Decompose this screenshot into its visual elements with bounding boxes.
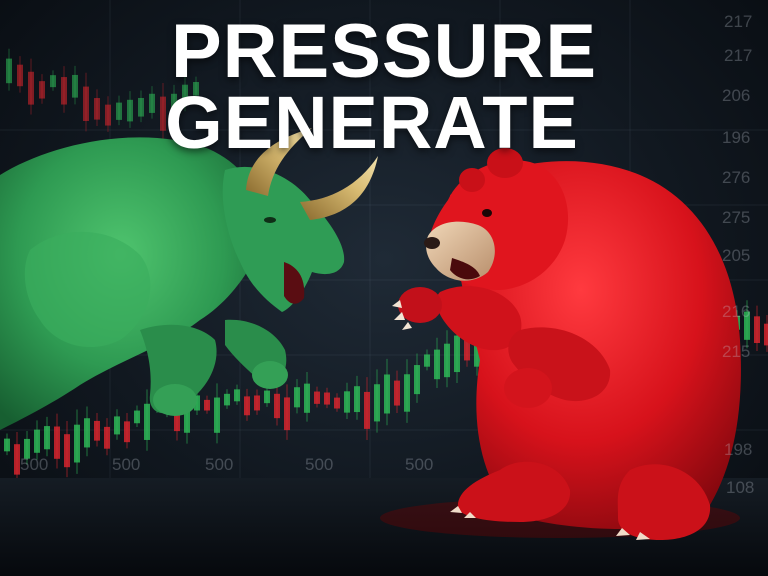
candle-body	[474, 336, 480, 367]
candle-body	[14, 444, 20, 475]
candle-body	[74, 424, 80, 463]
candle-body	[124, 421, 130, 443]
candle-body	[72, 74, 78, 98]
candle-body	[244, 396, 250, 416]
candle-body	[34, 429, 40, 453]
candle-body	[6, 58, 12, 84]
price-label: 108	[726, 478, 755, 497]
candle-body	[234, 389, 240, 402]
candle-body	[314, 391, 320, 404]
candle-body	[264, 390, 270, 404]
candle-body	[114, 416, 120, 435]
candle-body	[17, 64, 23, 87]
candle-body	[194, 395, 200, 411]
red-bear	[392, 148, 741, 540]
candle-body	[444, 343, 450, 378]
candle-body	[149, 93, 155, 113]
candle-body	[374, 384, 380, 422]
candle-body	[54, 426, 60, 459]
price-label: 217	[724, 12, 753, 31]
candle-body	[24, 438, 30, 459]
candle-body	[744, 311, 750, 340]
candle-body	[61, 77, 67, 105]
candle-body	[344, 391, 350, 413]
bottom-axis-label: 500	[205, 455, 234, 474]
candle-body	[414, 365, 420, 395]
candle-body	[354, 386, 360, 413]
candle-body	[454, 335, 460, 373]
candle-body	[116, 102, 122, 120]
candle-body	[204, 399, 210, 411]
price-label: 275	[722, 208, 751, 227]
candle-body	[334, 397, 340, 409]
candle-body	[127, 99, 133, 122]
candle-body	[434, 349, 440, 380]
candle-body	[64, 434, 70, 468]
candle-body	[83, 86, 89, 121]
candle-body	[394, 380, 400, 406]
candle-body	[193, 82, 199, 96]
candle-body	[50, 75, 56, 88]
bottom-axis-label: 500	[305, 455, 334, 474]
candle-body	[224, 393, 230, 406]
price-label: 216	[722, 302, 751, 321]
bottom-axis-label: 500	[405, 455, 434, 474]
candle-body	[184, 396, 190, 433]
candle-body	[160, 96, 166, 131]
price-label: 198	[724, 440, 753, 459]
candle-body	[324, 392, 330, 405]
candle-body	[28, 71, 34, 105]
bottom-axis-label: 500	[20, 455, 49, 474]
price-label: 196	[722, 128, 751, 147]
headline-line-2: GENERATE	[165, 81, 579, 164]
candle-body	[171, 93, 177, 117]
candle-body	[84, 418, 90, 448]
price-label: 206	[722, 86, 751, 105]
price-label: 276	[722, 168, 751, 187]
candle-body	[144, 403, 150, 440]
candle-body	[138, 97, 144, 117]
candle-body	[754, 316, 760, 344]
candle-body	[764, 323, 768, 346]
candle-body	[44, 426, 50, 450]
candle-body	[294, 387, 300, 408]
candle-body	[182, 84, 188, 106]
bottom-axis-label: 500	[112, 455, 141, 474]
price-label: 205	[722, 246, 751, 265]
candle-body	[384, 374, 390, 414]
candle-body	[364, 391, 370, 429]
candle-body	[304, 383, 310, 413]
candle-body	[464, 339, 470, 361]
price-label: 217	[724, 46, 753, 65]
candle-body	[284, 397, 290, 431]
candle-body	[104, 426, 110, 449]
candle-body	[214, 397, 220, 433]
candle-body	[94, 420, 100, 441]
candle-body	[39, 81, 45, 99]
candle-body	[134, 410, 140, 424]
price-label: 215	[722, 342, 751, 361]
candle-body	[254, 395, 260, 411]
candle-body	[105, 104, 111, 126]
candle-body	[274, 393, 280, 419]
green-bull	[0, 128, 378, 430]
candle-body	[424, 354, 430, 367]
candle-body	[94, 98, 100, 120]
candle-body	[404, 374, 410, 412]
candle-body	[4, 438, 10, 452]
headline-line-1: PRESSURE	[170, 9, 598, 94]
